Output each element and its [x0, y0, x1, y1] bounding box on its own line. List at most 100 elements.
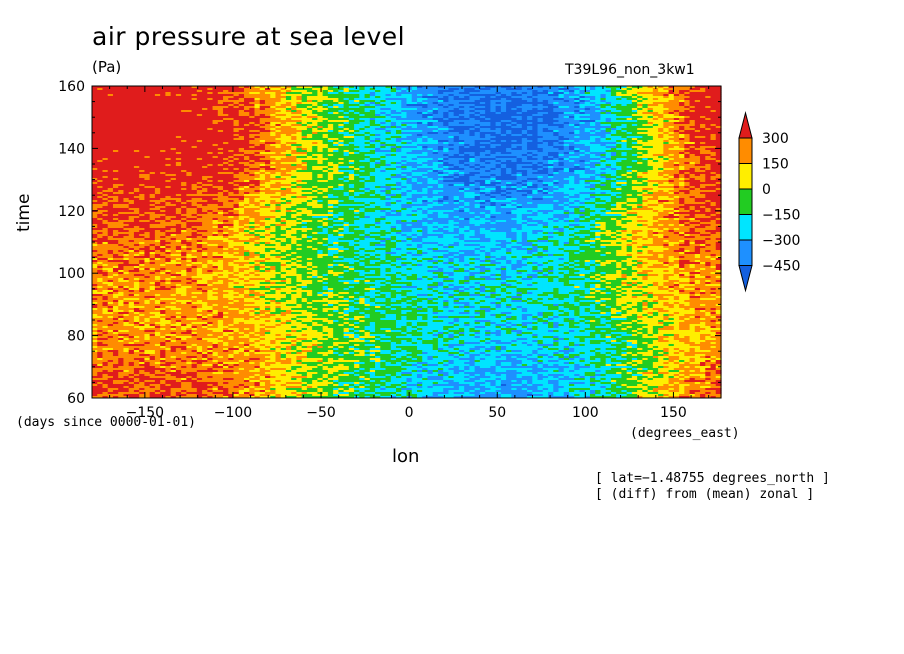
- heatmap-cell: [663, 92, 670, 95]
- heatmap-cell: [658, 158, 664, 161]
- heatmap-cell: [673, 112, 680, 115]
- heatmap-cell: [102, 154, 109, 157]
- heatmap-cell: [479, 114, 486, 117]
- heatmap-cell: [317, 122, 324, 125]
- heatmap-cell: [280, 92, 287, 95]
- heatmap-cell: [658, 124, 664, 127]
- heatmap-cell: [390, 96, 397, 99]
- heatmap-cell: [616, 96, 623, 99]
- heatmap-cell: [186, 126, 193, 129]
- heatmap-cell: [448, 164, 455, 167]
- heatmap-cell: [511, 166, 518, 169]
- heatmap-cell: [448, 150, 455, 153]
- heatmap-cell: [448, 134, 455, 137]
- heatmap-cell: [563, 120, 570, 123]
- heatmap-cell: [553, 148, 560, 151]
- heatmap-cell: [485, 164, 491, 167]
- heatmap-cell: [359, 108, 366, 111]
- heatmap-cell: [123, 102, 130, 105]
- heatmap-cell: [626, 102, 633, 105]
- heatmap-cell: [595, 166, 602, 169]
- heatmap-cell: [574, 118, 581, 121]
- heatmap-cell: [196, 88, 203, 91]
- heatmap-cell: [92, 86, 98, 89]
- heatmap-cell: [574, 150, 581, 153]
- heatmap-cell: [495, 102, 502, 105]
- heatmap-cell: [647, 162, 654, 165]
- heatmap-cell: [637, 136, 643, 139]
- heatmap-cell: [369, 162, 376, 165]
- heatmap-cell: [322, 100, 329, 103]
- heatmap-cell: [715, 108, 722, 111]
- heatmap-cell: [238, 152, 245, 155]
- heatmap-cell: [249, 104, 256, 107]
- heatmap-cell: [191, 120, 198, 123]
- heatmap-cell: [196, 134, 203, 137]
- heatmap-cell: [249, 92, 256, 95]
- heatmap-cell: [542, 114, 549, 117]
- heatmap-cell: [202, 156, 208, 159]
- heatmap-cell: [212, 138, 219, 141]
- heatmap-cell: [710, 102, 717, 105]
- heatmap-cell: [532, 88, 539, 91]
- heatmap-cell: [296, 102, 303, 105]
- heatmap-cell: [212, 164, 219, 167]
- heatmap-cell: [149, 150, 156, 153]
- heatmap-cell: [128, 158, 135, 161]
- heatmap-cell: [312, 128, 318, 131]
- heatmap-cell: [605, 138, 612, 141]
- heatmap-cell: [285, 94, 292, 97]
- heatmap-cell: [275, 136, 282, 139]
- heatmap-cell: [401, 152, 408, 155]
- heatmap-cell: [238, 86, 245, 89]
- heatmap-cell: [275, 156, 282, 159]
- heatmap-cell: [574, 124, 581, 127]
- heatmap-cell: [375, 106, 381, 109]
- heatmap-cell: [411, 98, 418, 101]
- heatmap-cell: [422, 146, 429, 149]
- heatmap-cell: [322, 136, 329, 139]
- heatmap-cell: [579, 90, 586, 93]
- heatmap-cell: [673, 90, 680, 93]
- heatmap-cell: [102, 98, 109, 101]
- heatmap-cell: [175, 168, 182, 171]
- heatmap-cell: [338, 86, 345, 89]
- heatmap-cell: [270, 94, 277, 97]
- heatmap-cell: [254, 126, 261, 129]
- heatmap-cell: [511, 110, 518, 113]
- heatmap-cell: [175, 100, 182, 103]
- heatmap-cell: [317, 160, 324, 163]
- heatmap-cell: [228, 116, 235, 119]
- heatmap-cell: [616, 116, 623, 119]
- heatmap-cell: [616, 154, 623, 157]
- heatmap-cell: [285, 122, 292, 125]
- heatmap-cell: [149, 144, 156, 147]
- heatmap-cell: [574, 126, 581, 129]
- heatmap-cell: [202, 168, 208, 171]
- heatmap-cell: [616, 134, 623, 137]
- heatmap-cell: [139, 108, 146, 111]
- heatmap-cell: [626, 150, 633, 153]
- heatmap-cell: [244, 134, 250, 137]
- heatmap-cell: [673, 100, 680, 103]
- heatmap-cell: [511, 118, 518, 121]
- heatmap-cell: [212, 100, 219, 103]
- heatmap-cell: [385, 156, 392, 159]
- heatmap-cell: [474, 140, 481, 143]
- heatmap-cell: [521, 110, 528, 113]
- heatmap-cell: [422, 112, 429, 115]
- heatmap-cell: [144, 142, 151, 145]
- heatmap-cell: [196, 156, 203, 159]
- heatmap-cell: [443, 122, 450, 125]
- heatmap-cell: [139, 110, 146, 113]
- heatmap-cell: [553, 130, 560, 133]
- heatmap-cell: [516, 154, 523, 157]
- heatmap-cell: [275, 114, 282, 117]
- heatmap-cell: [254, 132, 261, 135]
- heatmap-cell: [652, 160, 659, 163]
- heatmap-cell: [479, 162, 486, 165]
- heatmap-cell: [621, 130, 628, 133]
- heatmap-cell: [432, 102, 439, 105]
- heatmap-cell: [485, 128, 491, 131]
- heatmap-cell: [448, 168, 455, 171]
